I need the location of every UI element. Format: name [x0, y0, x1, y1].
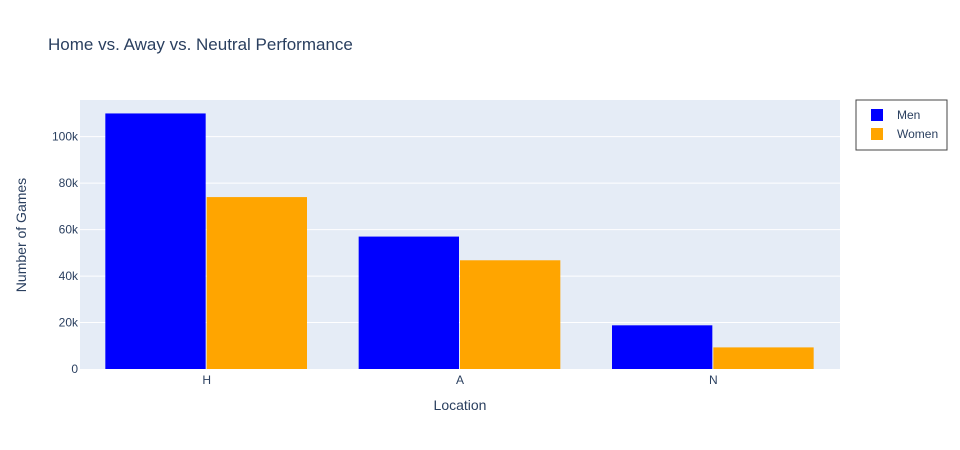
legend-box — [855, 99, 948, 151]
x-tick-label: H — [202, 373, 211, 387]
y-tick-label: 0 — [71, 362, 78, 376]
legend-label-women: Women — [897, 127, 938, 141]
y-tick-label: 100k — [52, 130, 79, 144]
legend-swatch-men — [871, 109, 883, 121]
y-tick-label: 20k — [59, 316, 79, 330]
bar-men-h — [105, 113, 206, 370]
bar-men-n — [612, 325, 713, 369]
x-tick-label: N — [709, 373, 718, 387]
bars — [105, 113, 814, 370]
y-axis-title: Number of Games — [13, 178, 29, 292]
x-tick-label: A — [456, 373, 464, 387]
bar-women-n — [713, 347, 814, 369]
y-tick-label: 60k — [59, 223, 79, 237]
y-axis-ticks: 0 20k 40k 60k 80k 100k — [52, 130, 79, 376]
x-axis-title: Location — [434, 397, 487, 413]
y-tick-label: 40k — [59, 269, 79, 283]
bar-women-a — [460, 260, 561, 369]
legend-swatch-women — [871, 128, 883, 140]
bar-men-a — [358, 236, 459, 369]
legend-label-men: Men — [897, 108, 920, 122]
legend: Men Women — [855, 99, 948, 151]
chart-title: Home vs. Away vs. Neutral Performance — [48, 35, 353, 54]
bar-women-h — [206, 197, 307, 369]
y-tick-label: 80k — [59, 176, 79, 190]
